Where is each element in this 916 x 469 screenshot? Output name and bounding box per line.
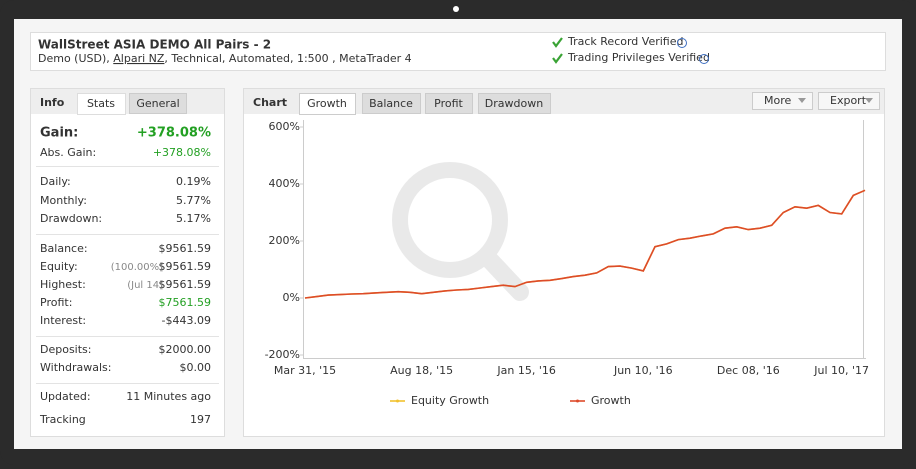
check-icon [552,37,563,48]
broker-link[interactable]: Alpari NZ [113,52,165,65]
account-title: WallStreet ASIA DEMO All Pairs - 2 [38,38,271,52]
tab[interactable] [425,93,473,114]
stat-value: $9561.59 [159,278,212,291]
stat-value: +378.08% [153,146,211,159]
x-tick-label: Mar 31, '15 [274,364,336,377]
tab[interactable] [129,93,187,114]
chart-tabs: Growth Balance Profit Drawdown More Export [299,92,880,115]
button[interactable] [752,92,813,110]
y-tick-label: -200% [265,348,300,361]
tab-label[interactable]: Profit [434,97,463,110]
details: , Technical, Automated, 1:500 , MetaTrad… [164,52,411,65]
panel-title: Info [40,96,65,109]
stat-value: +378.08% [137,126,211,141]
plot: -200% 0% 200% 400% 600% Mar 31, '15 Aug 18, '1… [265,120,869,407]
legend-swatch [396,399,399,403]
info-panel [30,88,225,437]
tab-label[interactable]: Balance [369,97,413,110]
stat-note: (100.00%) [111,262,163,273]
info-rows: Gain: +378.08% Abs. Gain: +378.08% Daily: 0.1… [36,126,219,426]
tab[interactable] [478,93,551,114]
stat-note: (Jul 14) [127,280,163,291]
dropdown-arrow[interactable] [798,98,806,103]
verified: Track Record Verified [567,35,683,48]
stat-label: Interest: [40,314,86,327]
stat-value: 5.17% [176,212,211,225]
header-box [30,32,886,71]
stat-label: Tracking [39,413,86,426]
y-tick-label: 200% [269,234,300,247]
x-tick-label: Jun 10, '16 [613,364,673,377]
tab-label[interactable]: Growth [307,97,347,110]
dropdown-arrow[interactable] [865,98,873,103]
stat-label: Highest: [40,278,86,291]
tab-label[interactable]: Stats [87,97,115,110]
tab[interactable] [299,93,356,115]
stat-value: $9561.59 [159,260,212,273]
tab[interactable] [77,93,126,115]
stat-label: Drawdown: [40,212,102,225]
y-tick-label: 400% [269,177,300,190]
x-tick-label: Aug 18, '15 [390,364,453,377]
legend-label: Equity Growth [411,394,489,407]
camera [453,6,459,12]
help-icon[interactable] [677,38,687,48]
stat-value: 5.77% [176,194,211,207]
tab-label[interactable]: General [136,97,179,110]
stat-label: Withdrawals: [40,361,111,374]
stat-value: $9561.59 [159,242,212,255]
help-icon[interactable] [699,54,709,64]
y-tick-label: 0% [283,291,300,304]
x-tick-label: Dec 08, '16 [717,364,780,377]
stat-label: Monthly: [40,194,87,207]
chart-panel [243,88,885,437]
stat-value: $7561.59 [159,296,212,309]
check-icon [552,53,563,64]
stat-value: $0.00 [180,361,212,374]
panel-title: Chart [253,96,287,109]
button-label[interactable]: More [764,94,792,107]
stat-label: Gain: [40,126,78,141]
tab-label[interactable]: Drawdown [485,97,543,110]
stat-label: Balance: [40,242,88,255]
stat-value: 197 [190,413,211,426]
tab-bar [31,89,224,114]
stat-value: 11 Minutes ago [126,390,211,403]
tab[interactable] [362,93,421,114]
legend-swatch [576,399,579,403]
stat-value: 0.19% [176,175,211,188]
x-tick-label: Jan 15, '16 [496,364,555,377]
button[interactable] [818,92,880,110]
button-label[interactable]: Export [830,94,867,107]
stat-value: -$443.09 [162,314,211,327]
details: Demo (USD), [38,52,110,65]
account-details: Demo (USD), Alpari NZ, Technical, Automa… [38,52,412,65]
stat-label: Profit: [40,296,72,309]
series-line [304,189,866,299]
stat-label: Deposits: [40,343,92,356]
y-tick-label: 600% [269,120,300,133]
x-tick-label: Jul 10, '17 [813,364,869,377]
stat-label: Daily: [40,175,71,188]
stat-value: $2000.00 [159,343,212,356]
verified: Trading Privileges Verified [567,51,710,64]
stat-label: Equity: [40,260,78,273]
legend-label: Growth [591,394,631,407]
stat-label: Abs. Gain: [40,146,96,159]
stat-label: Updated: [40,390,91,403]
magnifier [392,162,508,278]
